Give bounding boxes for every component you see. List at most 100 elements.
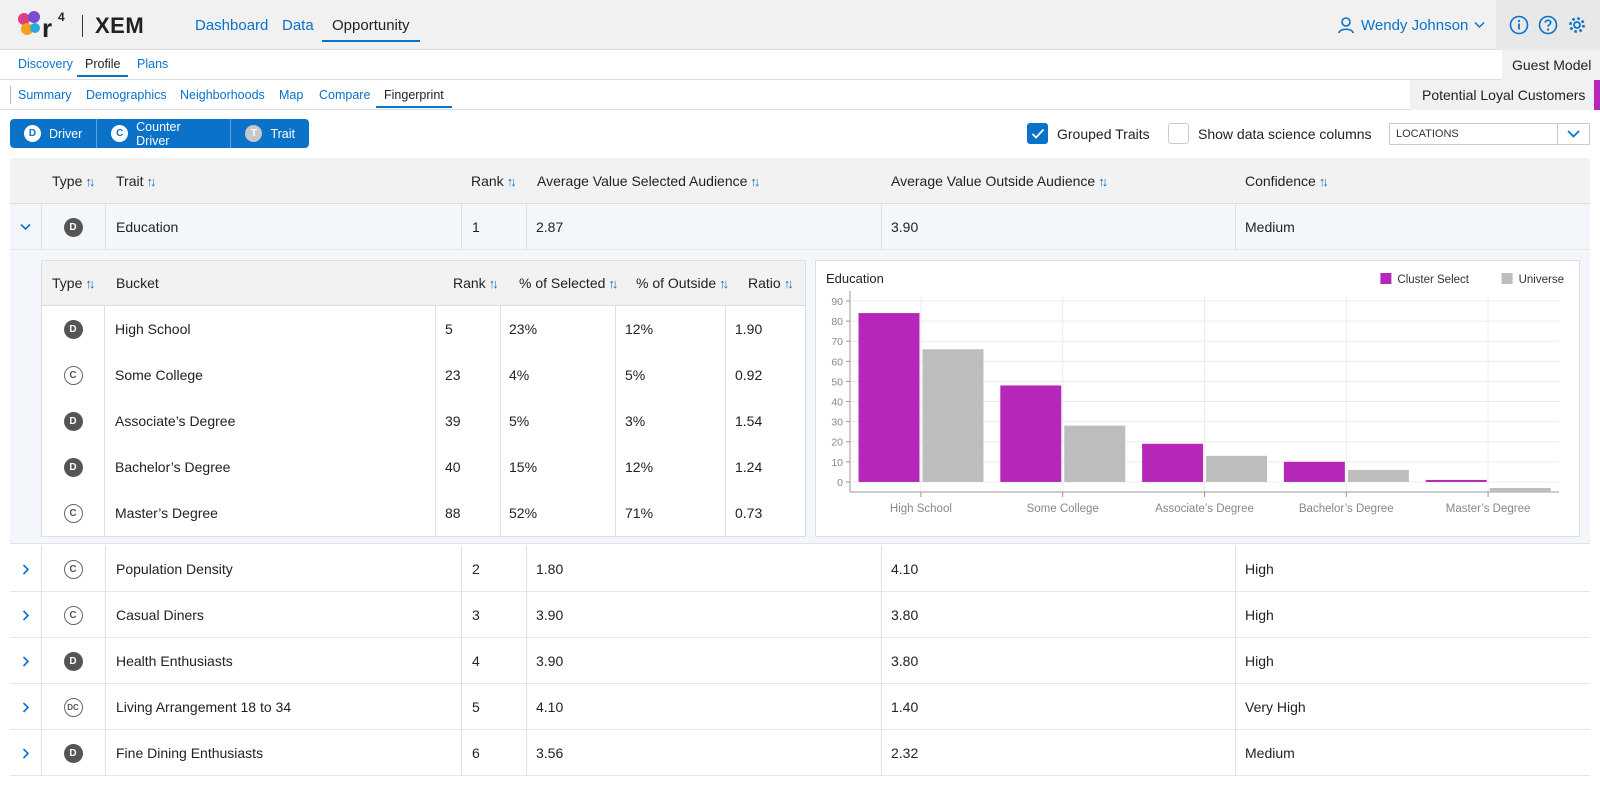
chevron-right-icon[interactable]: [10, 730, 41, 776]
legend-swatch: [1501, 273, 1513, 284]
column-divider: [881, 546, 882, 592]
tab-fingerprint[interactable]: Fingerprint: [376, 88, 452, 108]
table-row[interactable]: D Education 1 2.87 3.90 Medium: [10, 204, 1590, 250]
bucket-header-pct-outside[interactable]: % of Outside ↑↓: [636, 275, 729, 291]
sort-icon[interactable]: ↑↓: [719, 275, 729, 291]
app-logo[interactable]: r 4: [14, 8, 80, 42]
column-divider: [500, 398, 501, 444]
chevron-right-icon[interactable]: [10, 684, 41, 730]
column-divider: [1235, 684, 1236, 730]
trait-cell: Living Arrangement 18 to 34: [116, 699, 292, 715]
header-avg-selected[interactable]: Average Value Selected Audience ↑↓: [537, 173, 760, 189]
grouped-traits-toggle[interactable]: Grouped Traits: [1027, 123, 1150, 144]
tab-map[interactable]: Map: [279, 88, 304, 102]
sort-icon[interactable]: ↑↓: [506, 173, 517, 189]
subtab-profile[interactable]: Profile: [77, 57, 129, 77]
chevron-right-icon[interactable]: [10, 592, 41, 638]
location-select[interactable]: LOCATIONS: [1389, 123, 1590, 145]
legend-counter-driver[interactable]: C Counter Driver: [97, 119, 232, 148]
ratio-cell: 0.92: [735, 367, 763, 383]
y-tick-label: 40: [831, 397, 843, 409]
grouped-traits-checkbox[interactable]: [1027, 123, 1048, 144]
tab-compare[interactable]: Compare: [319, 88, 371, 102]
column-divider: [435, 352, 436, 398]
nav-opportunity[interactable]: Opportunity: [322, 17, 420, 42]
bar-cluster-select: [1000, 385, 1062, 482]
column-divider: [526, 546, 527, 592]
info-icon[interactable]: [1509, 15, 1529, 35]
sort-icon[interactable]: ↑↓: [608, 275, 618, 291]
sort-icon[interactable]: ↑↓: [85, 173, 95, 189]
header-rank[interactable]: Rank ↑↓: [471, 173, 517, 189]
trait-cell: Casual Diners: [116, 607, 204, 623]
bucket-header-type[interactable]: Type ↑↓: [52, 275, 95, 291]
y-tick-label: 50: [831, 376, 843, 388]
column-divider: [1235, 730, 1236, 776]
y-tick-label: 30: [831, 417, 843, 429]
column-divider: [435, 444, 436, 490]
chevron-right-icon[interactable]: [10, 638, 41, 684]
bucket-header-pct-selected[interactable]: % of Selected ↑↓: [519, 275, 618, 291]
table-row[interactable]: D Health Enthusiasts 4 3.90 3.80 High: [10, 638, 1590, 684]
column-divider: [461, 204, 462, 250]
chevron-down-icon[interactable]: [10, 204, 41, 250]
table-row[interactable]: D Fine Dining Enthusiasts 6 3.56 2.32 Medium: [10, 730, 1590, 776]
column-divider: [461, 730, 462, 776]
data-science-checkbox[interactable]: [1168, 123, 1189, 144]
sort-icon[interactable]: ↑↓: [750, 173, 760, 189]
sort-icon[interactable]: ↑↓: [85, 275, 95, 291]
table-row[interactable]: DC Living Arrangement 18 to 34 5 4.10 1.40 Ve…: [10, 684, 1590, 730]
column-divider: [104, 306, 105, 352]
help-icon[interactable]: [1538, 15, 1558, 35]
subtab-plans[interactable]: Plans: [137, 57, 169, 71]
chevron-right-icon[interactable]: [10, 546, 41, 592]
gear-icon[interactable]: [1567, 15, 1587, 35]
type-cell: DC: [41, 684, 105, 730]
table-row[interactable]: C Casual Diners 3 3.90 3.80 High: [10, 592, 1590, 638]
driver-badge: D: [63, 743, 83, 763]
chevron-down-icon: [1567, 130, 1580, 138]
sort-icon[interactable]: ↑↓: [1098, 173, 1108, 189]
header-type[interactable]: Type ↑↓: [52, 173, 95, 189]
tab-summary[interactable]: Summary: [18, 88, 72, 102]
header-confidence[interactable]: Confidence ↑↓: [1245, 173, 1329, 189]
sort-icon[interactable]: ↑↓: [783, 275, 794, 291]
column-divider: [500, 490, 501, 536]
column-divider: [725, 490, 726, 536]
tab-neighborhoods[interactable]: Neighborhoods: [180, 88, 265, 102]
ratio-cell: 1.54: [735, 413, 763, 429]
bucket-header-ratio[interactable]: Ratio ↑↓: [748, 275, 794, 291]
column-divider: [526, 204, 527, 250]
column-divider: [526, 592, 527, 638]
column-divider: [881, 684, 882, 730]
sort-icon[interactable]: ↑↓: [1318, 173, 1329, 189]
column-divider: [1235, 592, 1236, 638]
legend-counter-driver-label: Counter Driver: [136, 119, 181, 148]
user-menu[interactable]: Wendy Johnson: [1337, 16, 1485, 34]
nav-data[interactable]: Data: [282, 17, 314, 34]
sort-icon[interactable]: ↑↓: [488, 275, 499, 291]
type-cell: D: [41, 730, 105, 776]
legend-trait[interactable]: T Trait: [231, 119, 309, 148]
location-select-toggle[interactable]: [1557, 124, 1589, 144]
header-trait[interactable]: Trait ↑↓: [116, 173, 156, 189]
legend-driver[interactable]: D Driver: [10, 119, 98, 148]
column-divider: [881, 204, 882, 250]
sort-icon[interactable]: ↑↓: [146, 173, 156, 189]
column-divider: [461, 638, 462, 684]
header-avg-outside[interactable]: Average Value Outside Audience ↑↓: [891, 173, 1108, 189]
avg-outside-cell: 3.80: [891, 653, 919, 669]
table-row[interactable]: C Population Density 2 1.80 4.10 High: [10, 546, 1590, 592]
column-divider: [41, 730, 42, 776]
tab-demographics[interactable]: Demographics: [86, 88, 167, 102]
nav-dashboard[interactable]: Dashboard: [195, 17, 269, 34]
column-divider: [461, 546, 462, 592]
y-tick-label: 60: [831, 356, 843, 368]
bucket-header-rank[interactable]: Rank ↑↓: [453, 275, 499, 291]
data-science-toggle[interactable]: Show data science columns: [1168, 123, 1372, 144]
top-navigation-bar: [0, 0, 1600, 50]
column-divider: [41, 204, 42, 250]
profile-subnav: [0, 50, 1600, 80]
view-tabs: [0, 80, 1600, 110]
subtab-discovery[interactable]: Discovery: [18, 57, 73, 71]
